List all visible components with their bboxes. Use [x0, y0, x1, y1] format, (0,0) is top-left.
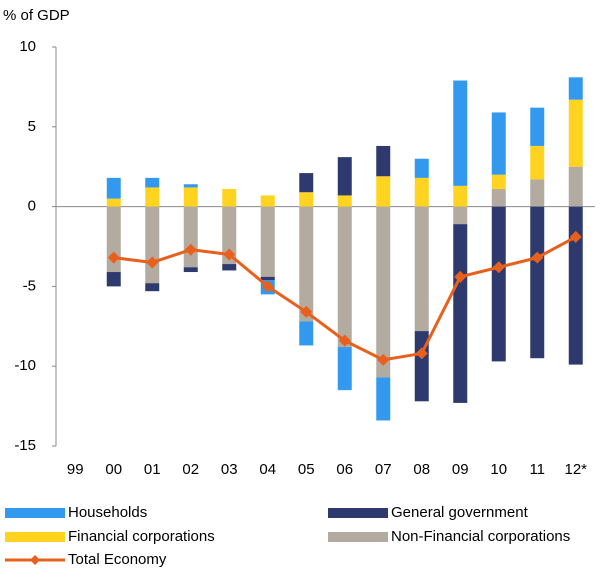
bar-segment: [299, 173, 314, 193]
bar-segment: [145, 206, 160, 284]
y-tick-label: 5: [28, 118, 36, 135]
x-tick-label: 04: [259, 461, 276, 478]
x-tick-label: 05: [298, 461, 315, 478]
legend-label: Households: [68, 504, 147, 521]
x-tick-label: 08: [413, 461, 430, 478]
bar-segment: [491, 174, 506, 190]
bar-segment: [453, 206, 468, 225]
bar-segment: [530, 107, 545, 146]
bar-segment: [491, 189, 506, 207]
bar-segment: [568, 99, 583, 167]
bar-segment: [145, 187, 160, 207]
bar-segment: [491, 112, 506, 175]
bar-segment: [568, 166, 583, 207]
bar-segment: [183, 184, 198, 188]
y-tick-label: 10: [19, 38, 36, 55]
legend-swatch: [328, 532, 388, 542]
bar-segment: [453, 80, 468, 186]
y-tick-label: -5: [23, 277, 36, 294]
bar-segment: [106, 272, 121, 287]
line-marker: [107, 251, 120, 264]
bar-segment: [106, 198, 121, 207]
bar-segment: [222, 206, 237, 265]
legend-label: Financial corporations: [68, 528, 215, 545]
bar-segment: [260, 276, 275, 281]
x-tick-label: 11: [529, 461, 545, 478]
x-tick-label: 07: [375, 461, 392, 478]
bar-segment: [568, 77, 583, 100]
bar-segment: [414, 177, 429, 207]
x-tick-label: 99: [67, 461, 84, 478]
bar-segment: [260, 195, 275, 207]
line-marker: [415, 347, 428, 360]
legend-swatch: [5, 532, 65, 542]
bar-segment: [106, 177, 121, 199]
bar-segment: [337, 157, 352, 196]
y-tick-label: -10: [14, 357, 36, 374]
line-marker: [569, 230, 582, 243]
x-tick-label: 09: [452, 461, 469, 478]
bar-segment: [453, 224, 468, 403]
x-tick-label: 02: [182, 461, 199, 478]
line-marker: [146, 256, 159, 269]
bar-segment: [491, 206, 506, 362]
legend-label: General government: [391, 504, 529, 521]
x-tick-label: 01: [144, 461, 161, 478]
y-tick-label: -15: [14, 437, 36, 454]
bar-segment: [376, 145, 391, 177]
x-tick-label: 12*: [564, 461, 587, 478]
bar-segment: [222, 189, 237, 207]
legend-label: Total Economy: [68, 551, 167, 568]
bar-segment: [183, 187, 198, 207]
legend-label: Non-Financial corporations: [391, 528, 570, 545]
bar-segment: [376, 176, 391, 207]
bar-segment: [299, 192, 314, 207]
bar-segment: [183, 206, 198, 268]
y-tick-label: 0: [28, 198, 36, 215]
bar-segment: [337, 206, 352, 348]
bar-segment: [145, 283, 160, 292]
x-tick-label: 00: [105, 461, 122, 478]
bar-segment: [568, 206, 583, 365]
x-tick-label: 10: [490, 461, 507, 478]
line-marker: [492, 261, 505, 274]
bar-segment: [530, 179, 545, 207]
x-tick-label: 06: [336, 461, 353, 478]
line-marker: [531, 251, 544, 264]
line-marker: [223, 248, 236, 261]
legend-swatch: [30, 555, 40, 565]
bar-segment: [530, 145, 545, 180]
line-marker: [377, 353, 390, 366]
x-tick-label: 03: [221, 461, 238, 478]
bar-segment: [222, 264, 237, 271]
bar-segment: [337, 347, 352, 391]
legend-swatch: [5, 508, 65, 518]
bar-segment: [260, 206, 275, 277]
line-marker: [300, 305, 313, 318]
bar-segment: [337, 195, 352, 207]
bar-segment: [145, 177, 160, 188]
bar-segment: [183, 267, 198, 273]
bar-segment: [414, 158, 429, 178]
bar-segment: [376, 206, 391, 378]
bar-segment: [299, 321, 314, 346]
line-marker: [261, 280, 274, 293]
bar-segment: [453, 185, 468, 207]
bar-segment: [530, 206, 545, 359]
bar-segment: [414, 206, 429, 332]
legend-swatch: [328, 508, 388, 518]
line-marker: [184, 243, 197, 256]
line-marker: [454, 270, 467, 283]
y-axis-label: % of GDP: [3, 7, 70, 24]
bar-segment: [376, 377, 391, 421]
line-marker: [338, 334, 351, 347]
bar-segment: [299, 206, 314, 322]
